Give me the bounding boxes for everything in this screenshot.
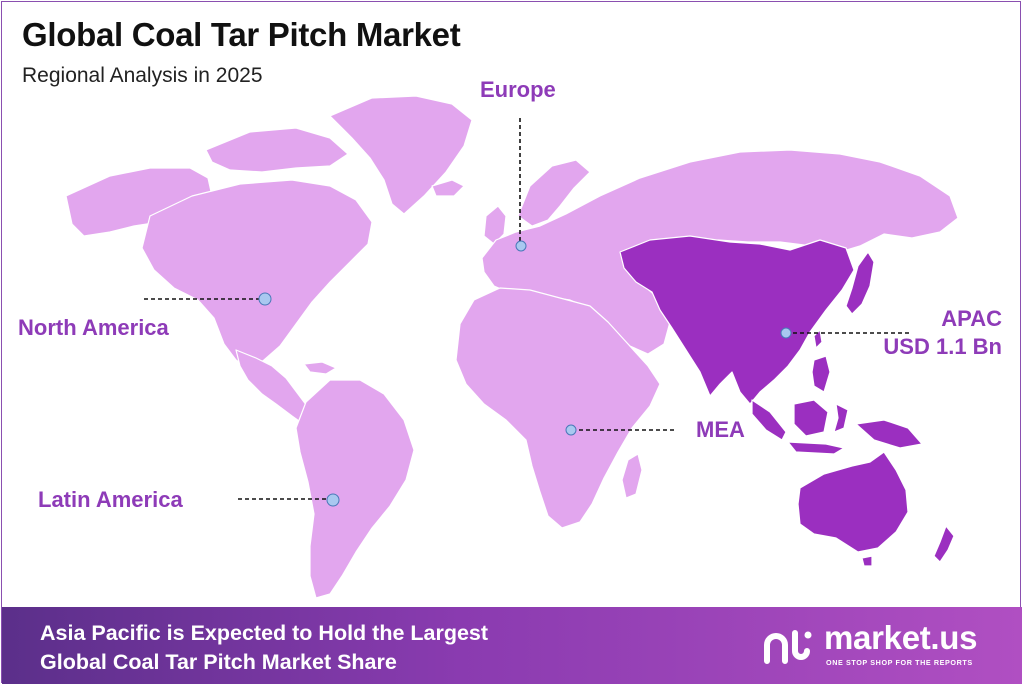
region-shape-new-guinea — [855, 419, 923, 449]
region-shape-apac-mainland — [619, 235, 855, 405]
label-apac-group: APAC USD 1.1 Bn — [883, 305, 1002, 361]
world-map — [65, 95, 959, 599]
region-shape-philippines — [811, 355, 831, 393]
market-us-logo-icon — [764, 630, 812, 664]
region-shape-australia — [797, 451, 909, 553]
region-shape-sumatra — [751, 399, 787, 441]
label-north-america: North America — [18, 315, 169, 340]
land-regular — [65, 95, 959, 599]
region-shape-tasmania — [861, 555, 873, 567]
land-highlighted — [619, 235, 955, 567]
label-apac: APAC — [941, 306, 1002, 331]
region-shape-japan — [845, 251, 875, 315]
region-shape-greenland — [329, 95, 473, 215]
footer-message: Asia Pacific is Expected to Hold the Lar… — [40, 619, 488, 677]
label-mea: MEA — [696, 417, 745, 442]
brand-tagline: ONE STOP SHOP FOR THE REPORTS — [826, 658, 973, 667]
region-shape-uk — [483, 205, 507, 245]
region-shape-latin-america — [295, 379, 415, 599]
marker-latin-america — [326, 493, 340, 507]
page-subtitle: Regional Analysis in 2025 — [22, 64, 263, 87]
region-shape-iceland — [431, 179, 465, 197]
marker-apac — [780, 327, 792, 339]
region-markers — [258, 240, 792, 507]
footer-line-1: Asia Pacific is Expected to Hold the Lar… — [40, 621, 489, 645]
brand-name: market.us — [824, 619, 978, 656]
region-shape-java — [787, 441, 845, 455]
marker-europe — [515, 240, 527, 252]
region-shape-sulawesi — [833, 403, 849, 433]
page-title: Global Coal Tar Pitch Market — [22, 16, 461, 53]
footer-line-2: Global Coal Tar Pitch Market Share — [40, 650, 397, 674]
label-apac-value: USD 1.1 Bn — [883, 334, 1002, 359]
marker-north-america — [258, 292, 272, 306]
region-shape-africa — [455, 287, 661, 529]
region-shape-caribbean — [303, 361, 337, 375]
region-shape-scandinavia — [517, 159, 591, 227]
region-shape-north-america — [141, 179, 373, 371]
brand-logo: market.us ONE STOP SHOP FOR THE REPORTS — [762, 619, 1002, 671]
label-latin-america: Latin America — [38, 487, 183, 512]
region-shape-arctic-islands — [205, 127, 349, 173]
leader-lines — [144, 118, 910, 500]
marker-mea — [565, 424, 577, 436]
region-shape-taiwan — [813, 329, 823, 349]
label-europe: Europe — [480, 77, 556, 102]
footer-banner: Asia Pacific is Expected to Hold the Lar… — [2, 607, 1022, 684]
region-shape-madagascar — [621, 453, 643, 499]
region-shape-new-zealand — [933, 525, 955, 563]
region-shape-borneo — [793, 399, 829, 437]
